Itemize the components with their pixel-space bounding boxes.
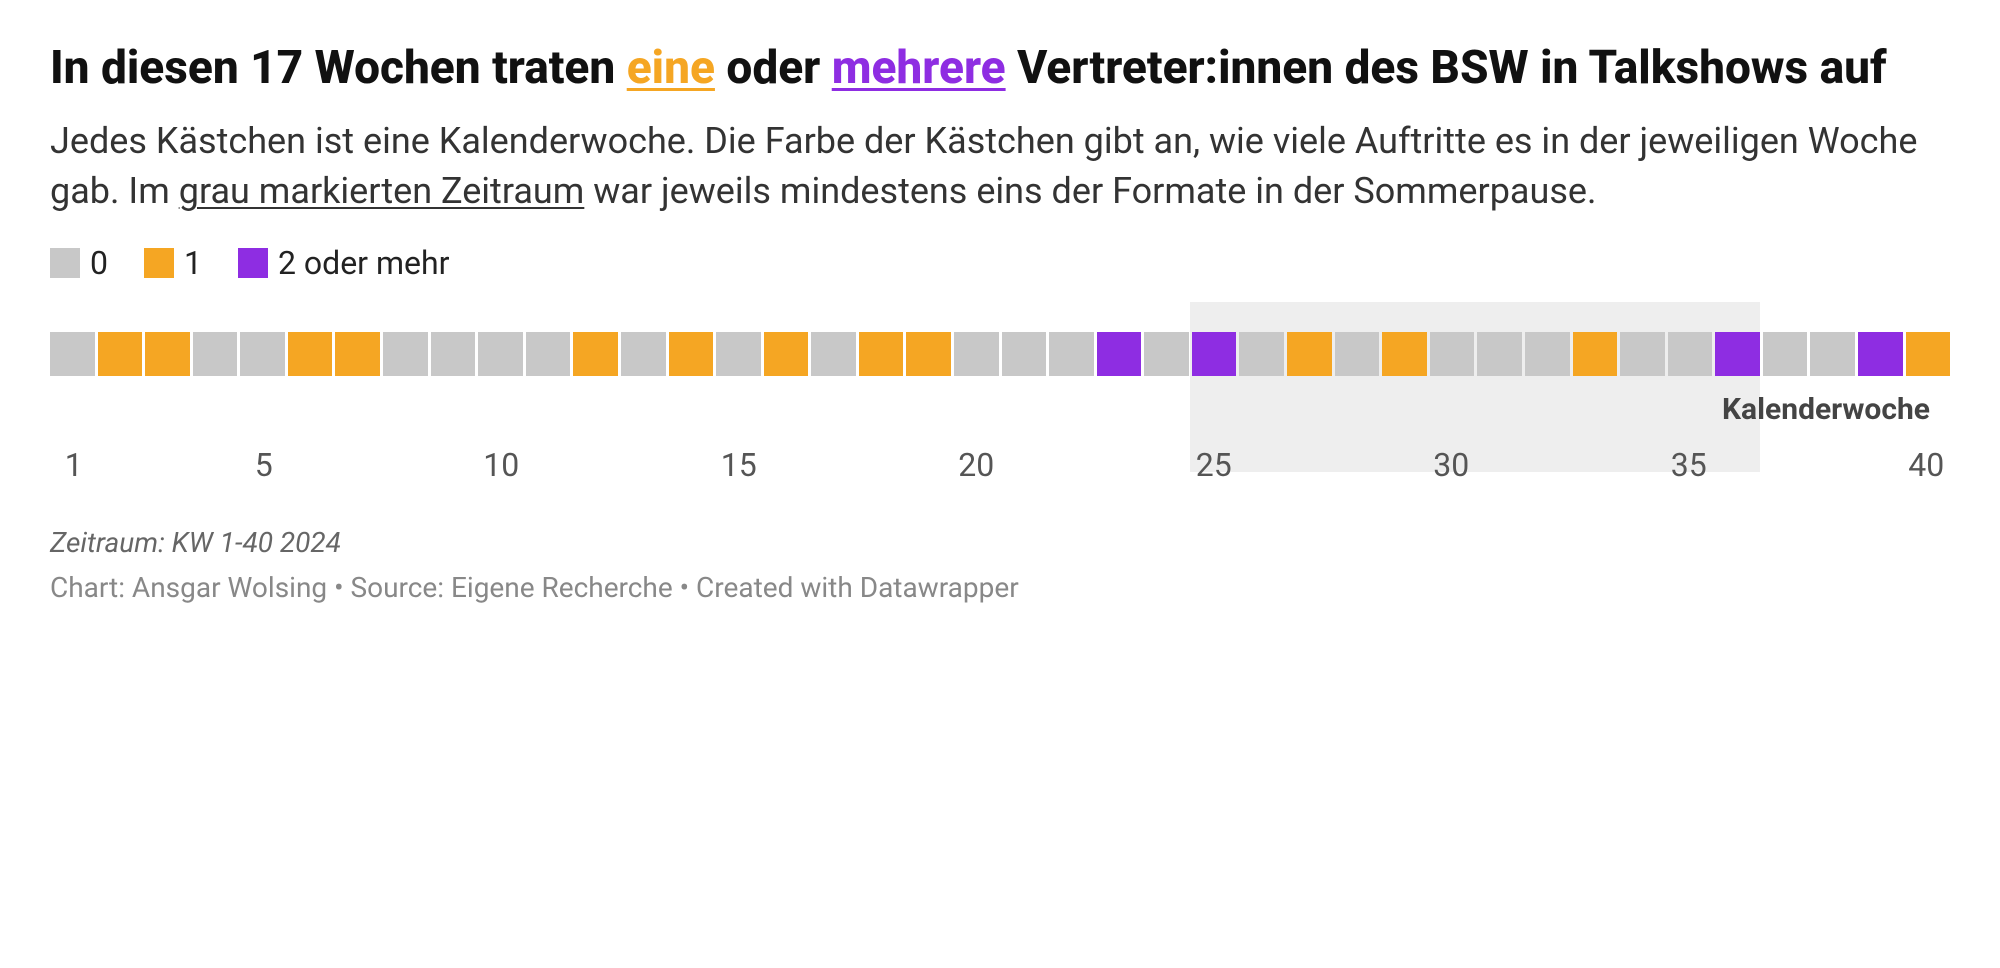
week-cell: [1239, 332, 1284, 376]
week-cell: [669, 332, 714, 376]
week-cell: [383, 332, 428, 376]
week-cell: [1763, 332, 1808, 376]
chart-subtitle: Jedes Kästchen ist eine Kalenderwoche. D…: [50, 116, 1950, 217]
week-cell: [1287, 332, 1332, 376]
week-cell: [1715, 332, 1760, 376]
legend-label: 2 oder mehr: [278, 244, 449, 282]
week-cell: [811, 332, 856, 376]
week-cell: [573, 332, 618, 376]
subtitle-post: war jeweils mindestens eins der Formate …: [584, 170, 1596, 212]
week-cell: [764, 332, 809, 376]
title-pre: In diesen 17 Wochen traten: [50, 41, 627, 95]
legend-item: 0: [50, 244, 108, 282]
week-cell: [859, 332, 904, 376]
week-cell: [1335, 332, 1380, 376]
week-cell: [145, 332, 190, 376]
week-cell: [954, 332, 999, 376]
week-cell: [478, 332, 523, 376]
legend-label: 1: [184, 244, 202, 282]
title-post: Vertreter:innen des BSW in Talkshows auf: [1006, 41, 1887, 95]
week-cell: [1097, 332, 1142, 376]
week-cell: [1906, 332, 1951, 376]
week-cell: [1573, 332, 1618, 376]
week-cell: [50, 332, 95, 376]
week-cell: [621, 332, 666, 376]
week-cell: [98, 332, 143, 376]
x-tick: 20: [958, 446, 994, 484]
week-cell: [1382, 332, 1427, 376]
footer-period: Zeitraum: KW 1-40 2024: [50, 526, 1950, 559]
week-cell: [1049, 332, 1094, 376]
week-cell: [431, 332, 476, 376]
title-mid: oder: [715, 41, 832, 95]
week-cell: [1477, 332, 1522, 376]
week-cell: [193, 332, 238, 376]
week-cell: [335, 332, 380, 376]
x-tick: 25: [1196, 446, 1232, 484]
subtitle-underlined: grau markierten Zeitraum: [179, 170, 585, 212]
x-tick: 30: [1433, 446, 1469, 484]
x-tick: 5: [255, 446, 273, 484]
chart-footer: Zeitraum: KW 1-40 2024 Chart: Ansgar Wol…: [50, 526, 1950, 604]
legend-item: 1: [144, 244, 202, 282]
week-cell: [1192, 332, 1237, 376]
week-cell: [1668, 332, 1713, 376]
week-cell: [1858, 332, 1903, 376]
week-cell: [1144, 332, 1189, 376]
week-cell: [240, 332, 285, 376]
x-tick: 10: [483, 446, 519, 484]
week-cell: [1430, 332, 1475, 376]
title-highlight-multi: mehrere: [832, 41, 1006, 95]
legend-swatch: [144, 248, 174, 278]
week-cell: [906, 332, 951, 376]
legend-swatch: [238, 248, 268, 278]
chart-area: Kalenderwoche 1510152025303540: [50, 332, 1950, 486]
chart-title: In diesen 17 Wochen traten eine oder meh…: [50, 40, 1950, 98]
footer-credits: Chart: Ansgar Wolsing • Source: Eigene R…: [50, 571, 1950, 604]
week-cell: [288, 332, 333, 376]
x-tick: 15: [721, 446, 757, 484]
x-axis-label: Kalenderwoche: [1722, 392, 1930, 427]
legend-swatch: [50, 248, 80, 278]
week-cell: [716, 332, 761, 376]
x-axis-ticks: 1510152025303540: [50, 446, 1950, 486]
legend: 0 1 2 oder mehr: [50, 244, 1950, 282]
x-tick: 1: [65, 446, 83, 484]
legend-label: 0: [90, 244, 108, 282]
week-cell: [1810, 332, 1855, 376]
title-highlight-one: eine: [627, 41, 715, 95]
legend-item: 2 oder mehr: [238, 244, 449, 282]
x-tick: 40: [1908, 446, 1944, 484]
week-cells: [50, 332, 1950, 376]
week-cell: [1525, 332, 1570, 376]
week-cell: [526, 332, 571, 376]
x-tick: 35: [1671, 446, 1707, 484]
week-cell: [1620, 332, 1665, 376]
week-cell: [1002, 332, 1047, 376]
